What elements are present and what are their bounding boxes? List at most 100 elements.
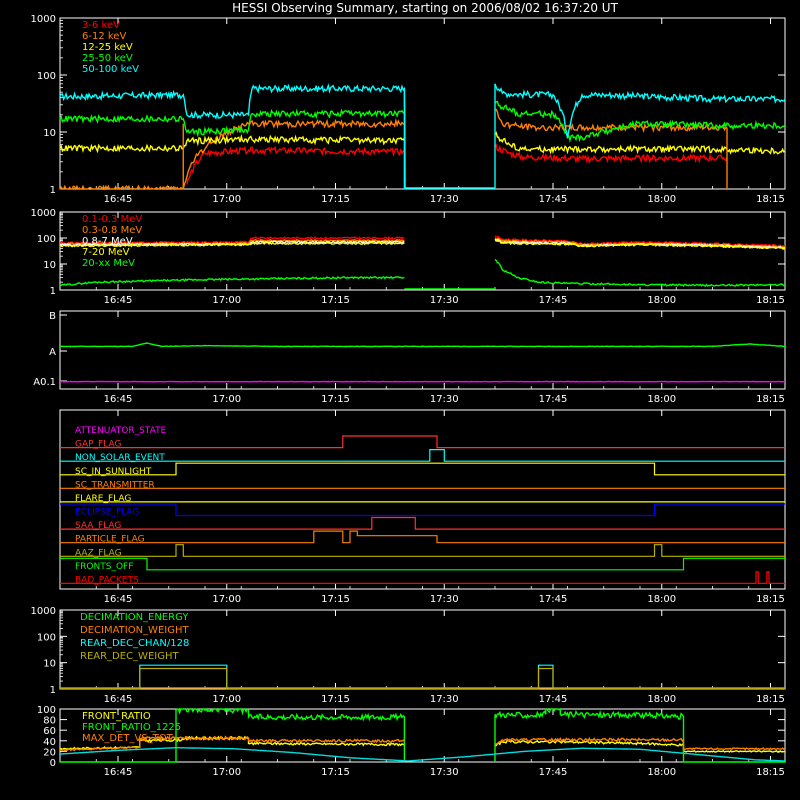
panel-6-time-label: 17:15 (321, 767, 350, 778)
panel-6-series-max-det-vs-tot (494, 736, 786, 751)
panel-1-y-tick-label: 10 (43, 128, 56, 139)
panel-5-time-label: 17:30 (430, 694, 459, 705)
panel-6-time-label: 18:15 (756, 767, 785, 778)
panel-4-time-label: 16:45 (104, 594, 133, 605)
panel-6-y-tick-label: 80 (43, 716, 56, 727)
panel-5-time-label: 18:00 (647, 694, 676, 705)
panel-2-legend-entry: 7-20 MeV (82, 247, 130, 258)
panel-1-series-50-100-kev (494, 83, 786, 138)
flag-label-bad-packets: BAD_PACKETS (75, 575, 139, 585)
panel-1-series-25-50-kev (59, 108, 405, 138)
panel-4-time-label: 17:45 (539, 594, 568, 605)
panel-1-series-25-50-kev (494, 100, 786, 143)
panel-3-series-0 (59, 342, 786, 348)
panel-6-y-tick-label: 20 (43, 747, 56, 758)
flag-label-eclipse-flag: ECLIPSE_FLAG (75, 508, 139, 518)
panel-1-time-label: 16:45 (104, 194, 133, 205)
panel-1-series-12-25-kev (59, 133, 405, 154)
panel-4-frame (59, 409, 786, 590)
panel-2-legend-entry: 0.8-7 MeV (82, 236, 133, 247)
panel-1-time-label: 17:15 (321, 194, 350, 205)
panel-2-time-label: 17:45 (539, 295, 568, 306)
panel-2-series-0-8-7-mev (59, 240, 405, 247)
flag-label-saa-flag: SAA_FLAG (75, 521, 121, 531)
panel-3-time-label: 17:30 (430, 394, 459, 405)
panel-2-time-label: 18:15 (756, 295, 785, 306)
panel-4-time-label: 17:15 (321, 594, 350, 605)
panel-4-time-label: 17:00 (212, 594, 241, 605)
panel-5-legend-entry: REAR_DEC_CHAN/128 (80, 638, 189, 649)
panel-5-y-tick-label: 1 (50, 685, 56, 696)
flag-trace-eclipse-flag (60, 503, 785, 517)
panel-1-legend-entry: 25-50 keV (82, 53, 133, 64)
flag-trace-gap-flag (60, 435, 785, 449)
flag-trace-particle-flag (60, 530, 785, 544)
panel-5-time-label: 18:15 (756, 694, 785, 705)
panel-5-time-label: 17:00 (212, 694, 241, 705)
panel-2-series-20-xx-mev (59, 275, 405, 287)
panel-3-time-label: 16:45 (104, 394, 133, 405)
panel-2-time-label: 17:30 (430, 295, 459, 306)
panel-1-time-label: 17:30 (430, 194, 459, 205)
panel-2-series-0-1-0-3-mev (494, 235, 786, 248)
panel-5-time-label: 17:45 (539, 694, 568, 705)
panel-6-legend-entry: FRONT_RATIO (82, 711, 151, 722)
panel-6-time-label: 18:00 (647, 767, 676, 778)
panel-6-y-tick-label: 60 (43, 726, 56, 737)
panel-5-series-rear-dec-weight (60, 667, 785, 690)
panel-1-legend-entry: 12-25 keV (82, 42, 133, 53)
panel-6-y-tick-label: 0 (50, 758, 56, 769)
panel-3-time-label: 17:15 (321, 394, 350, 405)
figure-title: HESSI Observing Summary, starting on 200… (232, 1, 618, 15)
panel-1-series-6-12-kev (495, 108, 728, 134)
panel-4-time-label: 18:00 (647, 594, 676, 605)
panel-1-legend-entry: 3-6 keV (82, 20, 120, 31)
panel-5-y-tick-label: 100 (37, 632, 56, 643)
panel-2-y-tick-label: 1 (50, 286, 56, 297)
panel-3-time-label: 18:00 (647, 394, 676, 405)
flag-trace-saa-flag (60, 516, 785, 530)
panel-1-y-tick-label: 1 (50, 185, 56, 196)
flag-trace-aaz-flag (60, 544, 785, 557)
panel-3-time-label: 17:00 (212, 394, 241, 405)
panel-1-series-12-25-kev (494, 131, 786, 155)
flag-label-fronts-off: FRONTS_OFF (75, 562, 133, 572)
panel-5-time-label: 16:45 (104, 694, 133, 705)
panel-6-y-tick-label: 40 (43, 737, 56, 748)
panel-3-y-tick-label: A0.1 (33, 377, 56, 388)
panel-6-time-label: 16:45 (104, 767, 133, 778)
flag-label-aaz-flag: AAZ_FLAG (75, 548, 122, 558)
flag-trace-non-solar-event (60, 449, 785, 462)
panel-5-y-tick-label: 1000 (31, 606, 56, 617)
flag-trace-sc-in-sunlight (60, 462, 785, 476)
panel-6-series-front-ratio (494, 739, 786, 753)
panel-1-y-tick-label: 1000 (31, 14, 56, 25)
panel-5-legend-entry: DECIMATION_WEIGHT (80, 625, 189, 636)
panel-1-time-label: 18:00 (647, 194, 676, 205)
panel-2-series-0-1-0-3-mev (60, 236, 405, 245)
flag-label-sc-in-sunlight: SC_IN_SUNLIGHT (75, 467, 152, 477)
flag-trace-bad-packets (60, 571, 785, 585)
panel-3-frame (59, 310, 786, 390)
panel-1-legend-entry: 50-100 keV (82, 64, 139, 75)
panel-6-series-absolute-geomagnetic-latitude (60, 747, 785, 762)
panel-3-y-tick-label: A (49, 347, 56, 358)
panel-6-series-front-ratio-1225 (60, 707, 406, 763)
flag-label-flare-flag: FLARE_FLAG (75, 494, 131, 504)
panel-1-time-label: 17:00 (212, 194, 241, 205)
panel-6-time-label: 17:00 (212, 767, 241, 778)
flag-label-non-solar-event: NON_SOLAR_EVENT (75, 453, 165, 463)
panel-2-frame (59, 211, 786, 291)
panel-5-time-label: 17:15 (321, 694, 350, 705)
panel-4-time-label: 17:30 (430, 594, 459, 605)
panel-3-time-label: 17:45 (539, 394, 568, 405)
panel-1-series-50-100-kev (59, 83, 406, 190)
panel-3-y-tick-label: B (49, 311, 56, 322)
flag-label-attenuator-state: ATTENUATOR_STATE (75, 426, 167, 436)
flag-label-gap-flag: GAP_FLAG (75, 440, 121, 450)
panel-6-time-label: 17:45 (539, 767, 568, 778)
panel-2-series-7-20-mev (494, 239, 786, 250)
panel-2-time-label: 17:00 (212, 295, 241, 306)
